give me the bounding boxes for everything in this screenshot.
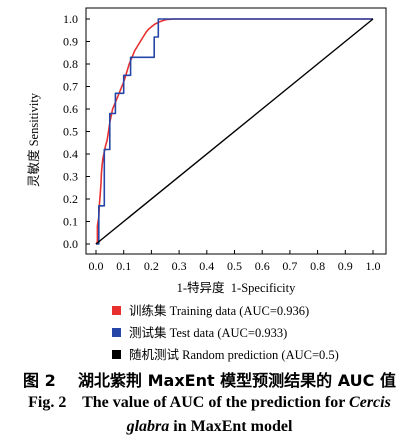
y-tick-label: 0.9 (63, 35, 78, 49)
x-tick-label: 0.6 (255, 259, 270, 273)
legend-label-training: 训练集 Training data (AUC=0.936) (129, 304, 310, 318)
series-layer (95, 18, 374, 245)
x-tick-label: 0.4 (199, 259, 214, 273)
x-tick-label: 0.5 (227, 259, 242, 273)
axis-ticks: 0.0 0.1 0.2 0.3 0.4 0.5 0.6 0.7 0.8 0.9 1.0 0.0 0.1 0… (63, 12, 381, 273)
roc-chart: 0.0 0.1 0.2 0.3 0.4 0.5 0.6 0.7 0.8 0.9 1.0 0.0 0.1 0… (26, 7, 387, 295)
x-tick-label: 0.3 (172, 259, 187, 273)
x-tick-label: 0.8 (310, 259, 325, 273)
legend-swatch-test (112, 328, 121, 337)
y-tick-label: 0.6 (63, 102, 78, 116)
y-axis-label: 灵敏度 Sensitivity (26, 92, 41, 187)
y-tick-label: 0.4 (63, 147, 78, 161)
caption-english-suffix: in MaxEnt model (169, 418, 293, 435)
y-tick-label: 0.0 (63, 237, 78, 251)
caption-species-epithet: glabra (126, 418, 170, 435)
roc-curve-test (96, 18, 373, 245)
x-tick-label: 0.9 (338, 259, 353, 273)
x-tick-label: 0.1 (116, 259, 131, 273)
roc-line-random (95, 18, 374, 245)
y-tick-label: 0.8 (63, 57, 78, 71)
figure-caption-chinese: 图 2 湖北紫荆 MaxEnt 模型预测结果的 AUC 值 (23, 371, 396, 390)
figure-caption-english-line2: glabra in MaxEnt model (0, 418, 419, 436)
y-tick-label: 0.1 (63, 215, 78, 229)
figure-caption-english-line1: Fig. 2 The value of AUC of the predictio… (0, 394, 419, 412)
y-tick-label: 1.0 (63, 12, 78, 26)
x-tick-label: 0.7 (282, 259, 297, 273)
x-tick-label: 0.2 (144, 259, 159, 273)
legend-label-test: 测试集 Test data (AUC=0.933) (129, 326, 288, 340)
legend-swatch-random (112, 350, 121, 359)
x-tick-label: 1.0 (366, 259, 381, 273)
x-axis-label: 1-特异度 1-Specificity (177, 280, 296, 295)
y-tick-label: 0.5 (63, 125, 78, 139)
caption-species-genus: Cercis (349, 394, 391, 411)
y-tick-label: 0.2 (63, 192, 78, 206)
y-tick-label: 0.7 (63, 80, 78, 94)
y-tick-label: 0.3 (63, 170, 78, 184)
legend-swatch-training (112, 306, 121, 315)
x-tick-label: 0.0 (89, 259, 104, 273)
legend-label-random: 随机测试 Random prediction (AUC=0.5) (129, 348, 339, 362)
caption-english-prefix: Fig. 2 The value of AUC of the predictio… (28, 394, 350, 411)
